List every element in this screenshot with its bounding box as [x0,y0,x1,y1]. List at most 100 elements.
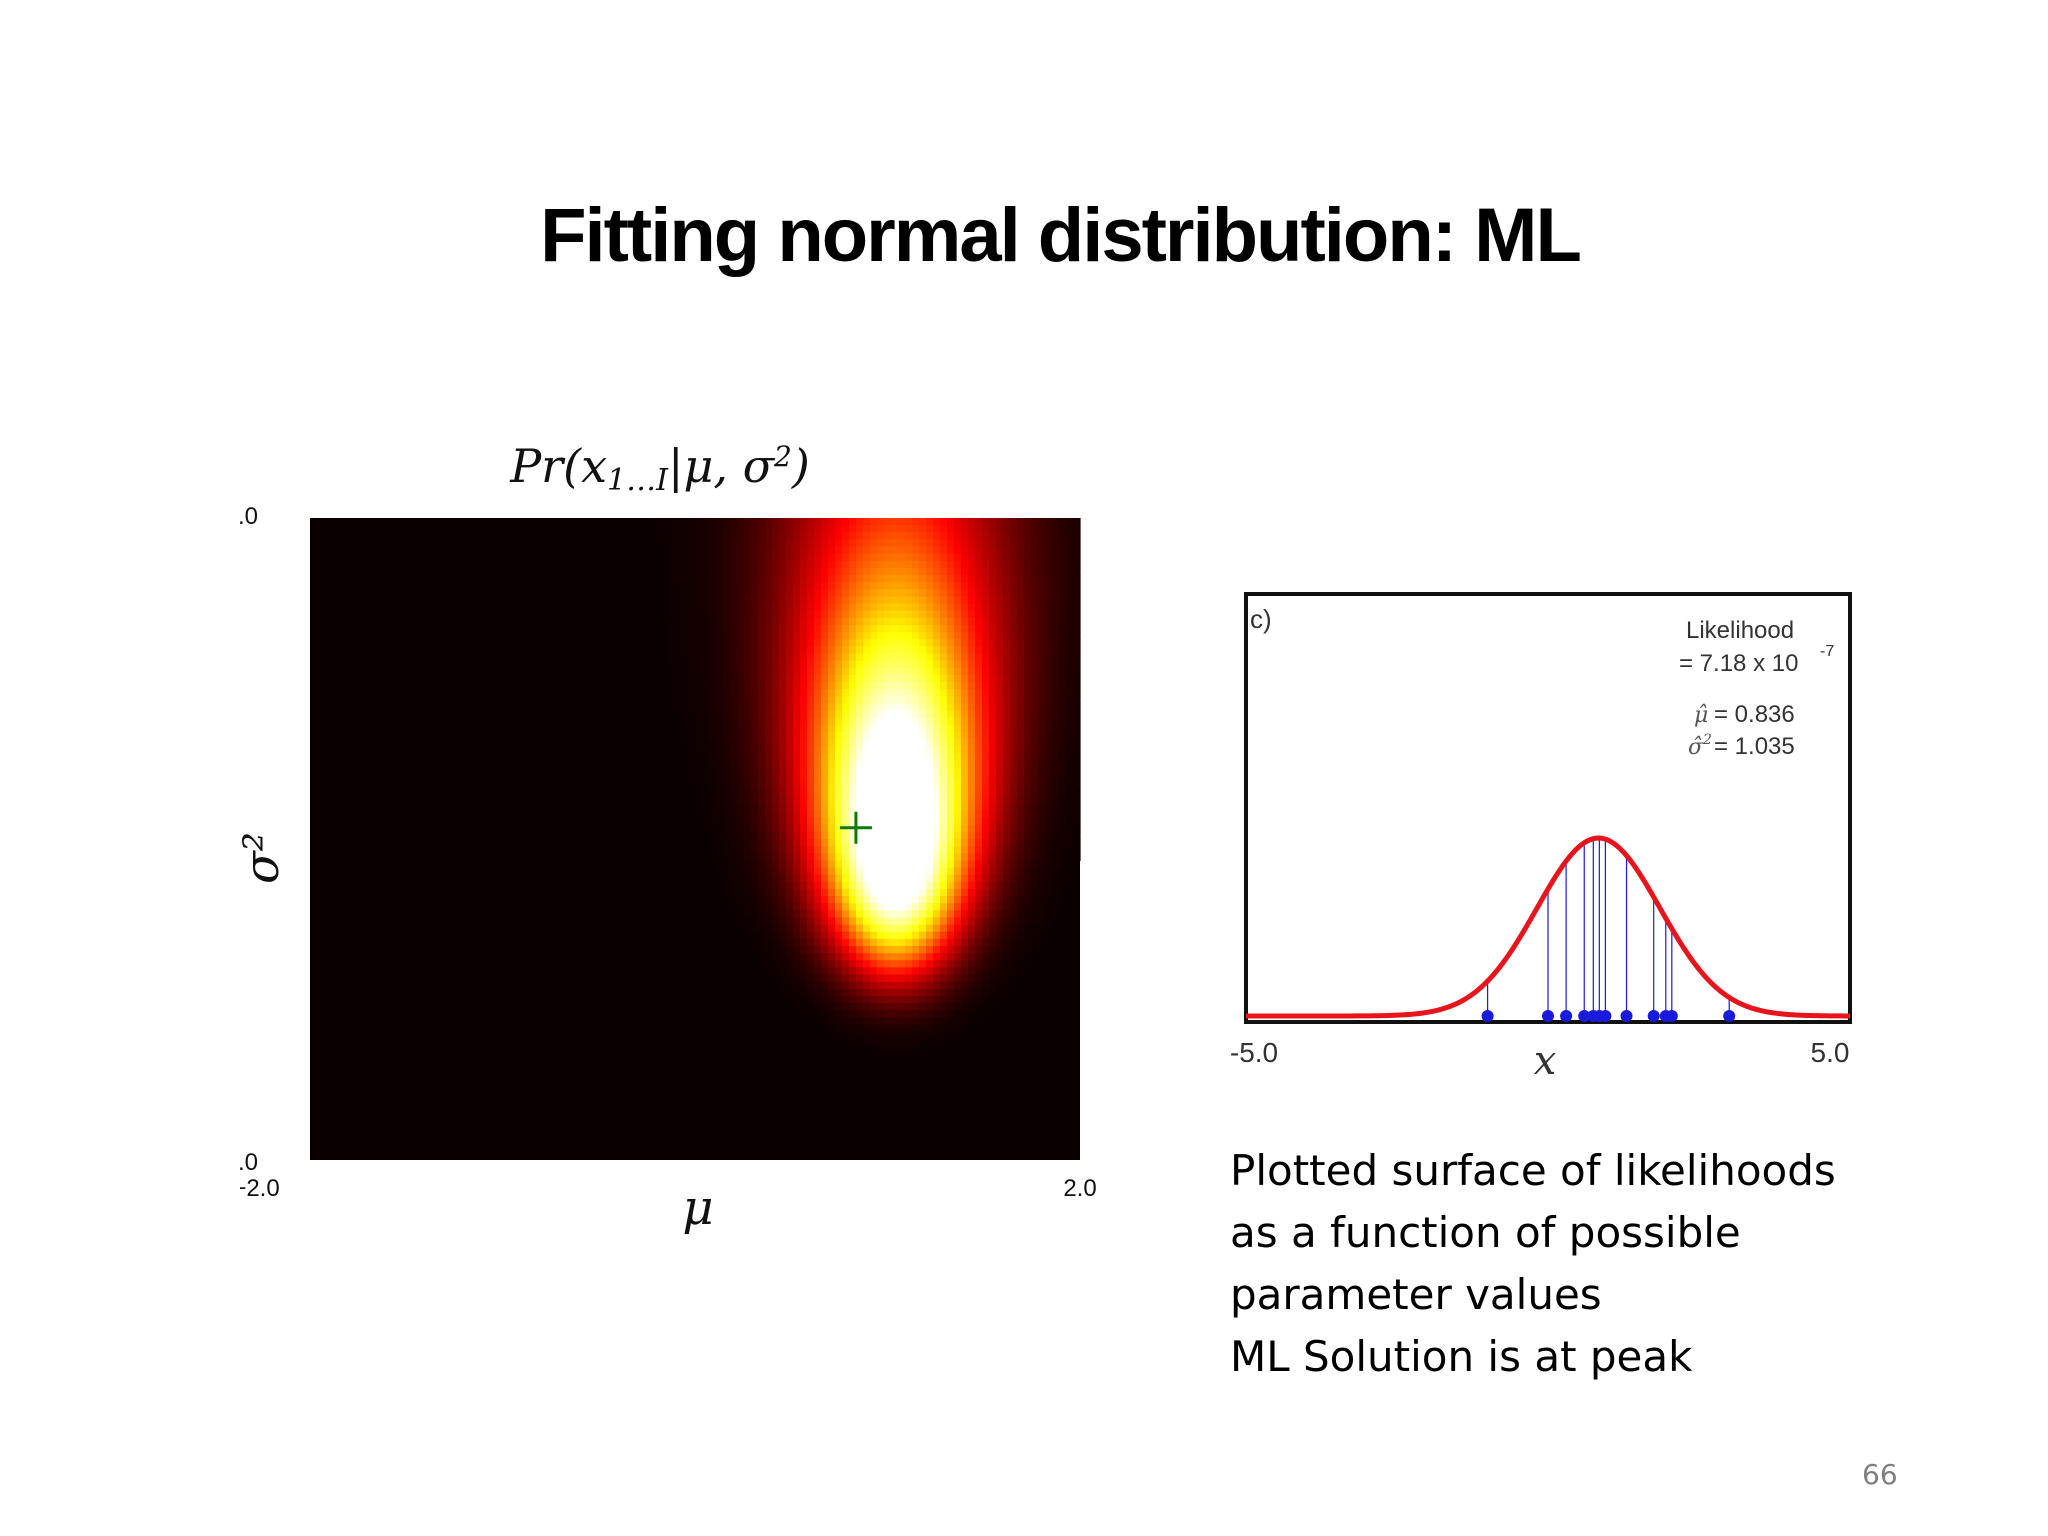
heatmap-cell [842,931,850,940]
heatmap-cell [1066,732,1074,740]
heatmap-cell [807,739,815,747]
heatmap-cell [737,696,745,705]
heatmap-cell [975,710,983,719]
heatmap-cell [863,518,871,526]
heatmap-cell [891,717,899,726]
heatmap-cell [1003,710,1011,719]
heatmap-cell [870,896,878,904]
heatmap-cell [919,639,927,647]
heatmap-cell [1073,639,1081,647]
heatmap-cell [877,881,885,890]
heatmap-cell [807,667,815,676]
heatmap-cell [730,760,738,769]
heatmap-cell [786,596,794,605]
heatmap-cell [954,1017,962,1026]
heatmap-cell [1024,560,1032,569]
heatmap-cell [765,753,773,762]
heatmap-cell [765,839,773,847]
heatmap-cell [933,567,941,576]
heatmap-cell [884,667,892,676]
heatmap-cell [982,824,990,833]
heatmap-cell [758,760,766,769]
heatmap-cell [1003,625,1011,633]
heatmap-cell [975,953,983,961]
heatmap-cell [702,781,710,790]
heatmap-cell [1052,746,1060,754]
heatmap-cell [856,860,864,869]
heatmap-cell [1024,896,1032,904]
heatmap-cell [828,774,836,783]
heatmap-cell [1038,639,1046,647]
heatmap-cell [842,732,850,740]
heatmap-cell [737,625,745,633]
heatmap-cell [814,881,822,890]
heatmap-cell [940,739,948,747]
heatmap-cell [1038,610,1046,619]
heatmap-cell [1010,546,1018,555]
heatmap-cell [828,739,836,747]
heatmap-cell [891,710,899,719]
heatmap-cell [709,689,717,697]
heatmap-cell [807,995,815,1004]
heatmap-cell [807,988,815,997]
heatmap-cell [681,660,689,669]
heatmap-cell [891,924,899,933]
heatmap-cell [961,988,969,997]
heatmap-cell [940,824,948,833]
heatmap-cell [863,689,871,697]
heatmap-cell [940,938,948,947]
heatmap-cell [856,995,864,1004]
heatmap-cell [912,981,920,990]
heatmap-cell [800,960,808,968]
heatmap-cell [982,810,990,819]
heatmap-cell [674,689,682,697]
heatmap-cell [702,553,710,562]
heatmap-cell [800,589,808,598]
heatmap-cell [758,625,766,633]
heatmap-cell [968,924,976,933]
heatmap-cell [730,546,738,555]
heatmap-cell [835,625,843,633]
heatmap-cell [653,532,661,540]
heatmap-cell [933,789,941,797]
heatmap-cell [786,817,794,826]
heatmap-cell [793,789,801,797]
heatmap-cell [926,703,934,712]
heatmap-cell [800,867,808,876]
heatmap-cell [996,717,1004,726]
heatmap-cell [947,646,955,655]
heatmap-cell [1031,532,1039,540]
heatmap-cell [884,689,892,697]
heatmap-cell [933,1031,941,1040]
heatmap-cell [912,589,920,598]
heatmap-cell [765,924,773,933]
heatmap-cell [779,853,787,861]
heatmap-cell [800,760,808,769]
heatmap-cell [835,760,843,769]
heatmap-cell [933,1024,941,1033]
heatmap-cell [800,839,808,847]
heatmap-cell [1010,589,1018,598]
heatmap-cell [891,988,899,997]
heatmap-cell [807,931,815,940]
heatmap-cell [926,1010,934,1018]
heatmap-cell [877,860,885,869]
heatmap-cell [716,575,724,583]
heatmap-cell [961,967,969,976]
heatmap-cell [919,974,927,983]
heatmap-cell [961,874,969,883]
heatmap-cell [765,696,773,705]
heatmap-cell [926,789,934,797]
heatmap-cell [919,831,927,840]
heatmap-cell [884,839,892,847]
heatmap-cell [863,960,871,968]
heatmap-cell [1010,617,1018,626]
heatmap-cell [821,781,829,790]
heatmap-cell [996,596,1004,605]
heatmap-cell [1059,575,1067,583]
heatmap-cell [1052,867,1060,876]
heatmap-cell [765,739,773,747]
heatmap-cell [926,917,934,926]
heatmap-cell [975,931,983,940]
heatmap-cell [1052,603,1060,612]
